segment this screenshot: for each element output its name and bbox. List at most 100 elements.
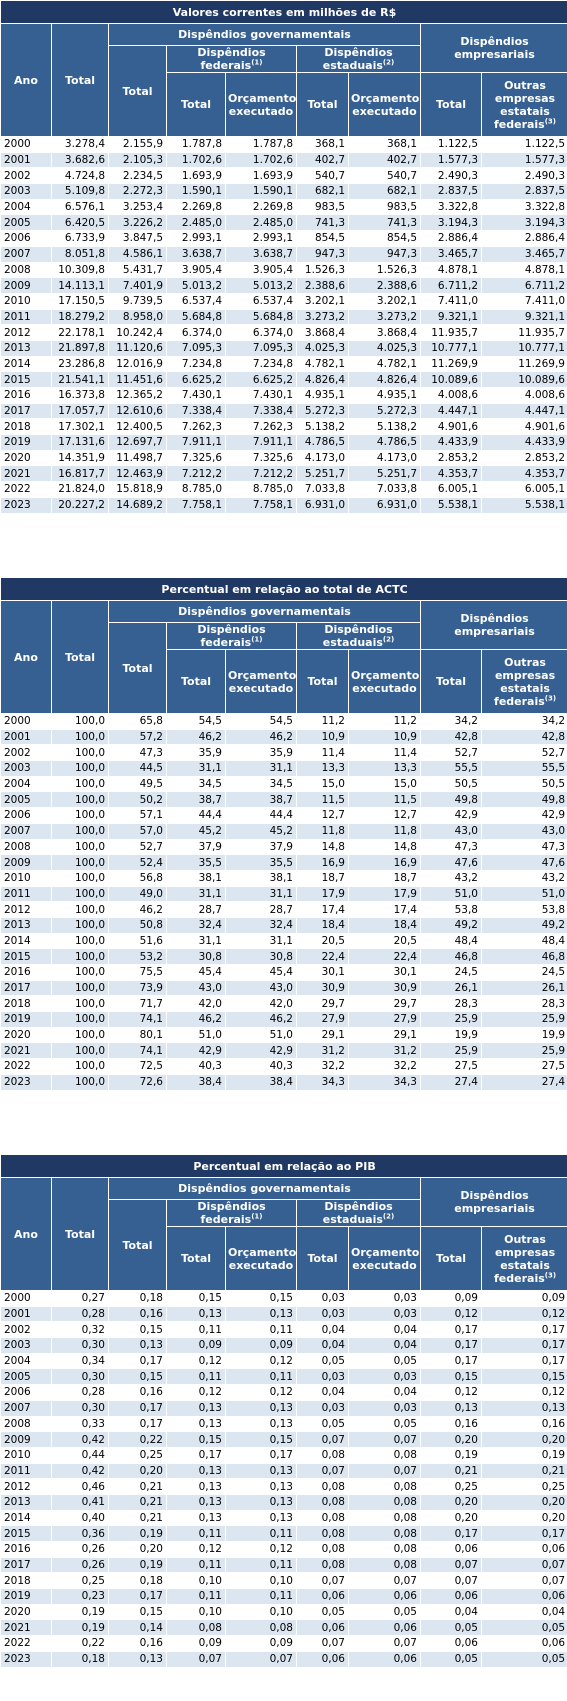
year-cell: 2004 [0,1352,52,1370]
value-cell: 2.993,1 [166,230,226,247]
value-cell: 21.824,0 [51,481,109,498]
value-cell: 0,13 [225,1305,297,1323]
year-cell: 2012 [0,901,52,918]
value-cell: 0,13 [225,1415,297,1433]
value-cell: 19,9 [420,1026,482,1044]
value-cell: 14.113,1 [51,277,109,294]
value-cell: 49,8 [420,791,482,809]
value-cell: 6.576,1 [51,198,109,216]
value-cell: 27,5 [420,1058,482,1075]
table-row: 2018 17.302,1 12.400,5 7.262,3 7.262,3 5.138,… [0,418,567,436]
value-cell: 5.272,3 [348,402,421,420]
value-cell: 0,05 [296,1415,349,1433]
value-cell: 0,16 [108,1384,167,1401]
value-cell: 0,18 [108,1572,167,1590]
value-cell: 0,12 [480,1305,567,1323]
value-cell: 0,13 [225,1509,297,1527]
col-header-fed-total: Total [166,649,226,714]
value-cell: 43,0 [480,822,567,840]
table-row: 2004 100,0 49,5 34,5 34,5 15,0 15,0 50,5 50,5 [0,775,567,793]
col-header-disp-gov: Dispêndios governamentais [108,600,421,623]
value-cell: 3.868,4 [296,324,349,341]
value-cell: 3.322,8 [420,198,482,216]
year-cell: 2012 [0,324,52,341]
year-cell: 2014 [0,355,52,373]
value-cell: 3.905,4 [225,261,297,279]
value-cell: 57,2 [108,728,167,746]
value-cell: 17.150,5 [51,292,109,310]
value-cell: 0,08 [348,1525,421,1542]
value-cell: 0,20 [480,1509,567,1527]
value-cell: 1.787,8 [225,136,297,153]
value-cell: 17,4 [296,901,349,918]
value-cell: 0,16 [420,1415,482,1433]
value-cell: 7.338,4 [225,402,297,420]
value-cell: 0,12 [420,1305,482,1323]
year-cell: 2018 [0,418,52,436]
value-cell: 100,0 [51,807,109,824]
value-cell: 100,0 [51,822,109,840]
year-cell: 2010 [0,292,52,310]
value-cell: 0,17 [420,1525,482,1542]
table-row: 2009 14.113,1 7.401,9 5.013,2 5.013,2 2.388,6… [0,277,567,294]
value-cell: 7.911,1 [225,434,297,451]
col-header-disp-gov: Dispêndios governamentais [108,1177,421,1200]
value-cell: 10.777,1 [481,339,567,357]
value-cell: 73,9 [108,979,167,997]
value-cell: 3.273,2 [348,308,421,326]
value-cell: 11,4 [296,744,349,762]
table-row: 2013 21.897,8 11.120,6 7.095,3 7.095,3 4.025,… [0,339,567,357]
year-cell: 2022 [0,1058,52,1075]
value-cell: 9.321,1 [420,308,482,326]
value-cell: 0,17 [480,1321,567,1339]
table-body: 2000 0,27 0,18 0,15 0,15 0,03 0,03 0,09 0,09 2001… [0,1290,567,1668]
value-cell: 0,11 [166,1556,226,1574]
value-cell: 40,3 [225,1058,297,1075]
value-cell: 42,8 [420,728,482,746]
value-cell: 0,14 [108,1619,167,1637]
value-cell: 4.008,6 [420,387,482,404]
value-cell: 51,6 [108,932,167,950]
value-cell: 0,21 [108,1478,167,1495]
value-cell: 0,03 [348,1399,421,1417]
value-cell: 7.430,1 [166,387,226,404]
value-cell: 0,03 [348,1368,421,1386]
value-cell: 0,21 [108,1493,167,1511]
year-cell: 2004 [0,775,52,793]
value-cell: 16.373,8 [51,387,109,404]
value-cell: 5.251,7 [348,465,421,483]
value-cell: 75,5 [108,964,167,981]
value-cell: 6.931,0 [296,496,349,514]
year-cell: 2021 [0,465,52,483]
value-cell: 0,13 [166,1399,226,1417]
value-cell: 0,27 [51,1290,109,1307]
value-cell: 3.905,4 [166,261,226,279]
value-cell: 0,46 [51,1478,109,1495]
value-cell: 1.590,1 [166,183,226,200]
value-cell: 29,7 [348,995,421,1013]
value-cell: 11,8 [296,822,349,840]
outras-label: Outras empresas estatais federais [494,655,556,708]
value-cell: 4.826,4 [348,371,421,388]
year-cell: 2023 [0,496,52,514]
value-cell: 56,8 [108,869,167,887]
value-cell: 0,03 [296,1305,349,1323]
value-cell: 0,11 [166,1525,226,1542]
table-block-2: Percentual em relação ao PIB Ano Total D… [0,1154,567,1668]
value-cell: 0,17 [420,1337,482,1354]
value-cell: 14,8 [296,838,349,856]
value-cell: 0,04 [296,1384,349,1401]
value-cell: 682,1 [348,183,421,200]
value-cell: 22,4 [348,948,421,965]
value-cell: 0,06 [296,1588,349,1605]
table-row: 2015 21.541,1 11.451,6 6.625,2 6.625,2 4.826,… [0,371,567,388]
value-cell: 1.702,6 [225,151,297,169]
value-cell: 0,17 [420,1321,482,1339]
value-cell: 23.286,8 [51,355,109,373]
value-cell: 24,5 [480,964,567,981]
value-cell: 0,03 [296,1290,349,1307]
value-cell: 0,08 [296,1541,349,1558]
value-cell: 4.878,1 [420,261,482,279]
value-cell: 8.958,0 [108,308,167,326]
value-cell: 3.194,3 [420,214,482,232]
